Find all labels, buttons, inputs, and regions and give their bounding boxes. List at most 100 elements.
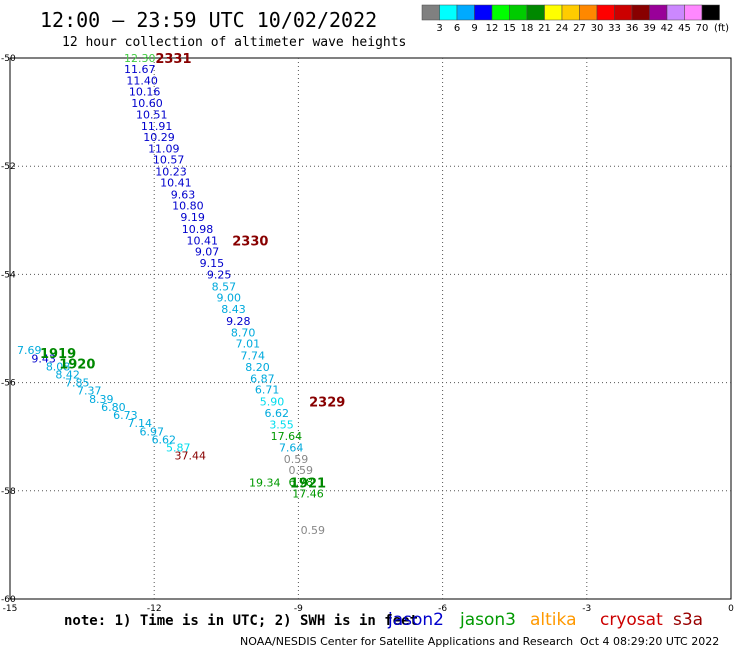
satellite-legend-jason3: jason3 [459,610,516,630]
swh-value-label: 8.70 [231,326,256,339]
swh-value-label: 11.91 [141,120,173,133]
colorbar-label: 42 [661,23,674,34]
swh-value-label: 7.85 [65,377,90,390]
swh-value-label: 9.63 [171,188,196,201]
swh-value-label: 7.01 [236,338,261,351]
swh-value-label: 3.55 [269,418,294,431]
colorbar-swatch [701,4,720,21]
colorbar-label: 9 [471,23,477,34]
colorbar-label: 36 [626,23,639,34]
swh-value-label: 6.80 [101,401,126,414]
swh-value-label: 8.08 [46,360,71,373]
swh-value-label: 11.09 [148,142,180,155]
x-tick-label: -9 [294,604,303,614]
colorbar-label: 21 [538,23,551,34]
footer-timestamp: Oct 4 08:29:20 UTC 2022 [580,635,719,648]
swh-value-label: 8.39 [89,393,114,406]
footer-note: note: 1) Time is in UTC; 2) SWH is in fe… [64,613,418,629]
swh-value-label: 10.29 [143,131,175,144]
swh-value-label: 10.16 [129,86,161,99]
colorbar-swatch [631,4,650,21]
swh-value-label: 7.14 [128,417,153,430]
y-tick-labels: -50 -52 -54 -56 -58 -60 [1,54,16,605]
swh-value-label: 8.20 [245,361,270,374]
colorbar-label: 30 [591,23,604,34]
swh-value-label: 6.78 [289,476,314,489]
swh-value-label: 10.80 [172,200,204,213]
plot-area: -50-52-54-56-58-60 -15 -12 -9 -6 -3 0 12.3011… [1,52,734,614]
swh-value-label: 8.57 [212,280,237,293]
y-tick-label: -60 [1,595,16,605]
satellite-legend-altika: altika [530,610,577,630]
colorbar-swatch [474,4,493,21]
colorbar-label: 6 [454,23,460,34]
swh-value-label: 37.44 [175,450,207,463]
pass-number-label: 1920 [59,358,95,373]
swh-value-label: 6.62 [152,433,177,446]
colorbar: 3 6 9 12 15 18 21 24 27 30 33 36 39 42 45 70 [421,4,720,34]
footer-credit: NOAA/NESDIS Center for Satellite Applica… [240,635,573,648]
colorbar-label: 15 [503,23,516,34]
swh-value-label: 9.15 [200,257,225,270]
colorbar-swatch [526,4,545,21]
swh-value-label: 6.73 [113,409,138,422]
swh-value-label: 6.62 [265,407,290,420]
colorbar-label: 12 [486,23,499,34]
swh-value-label: 10.23 [155,166,187,179]
y-tick-label: -58 [1,487,16,497]
swh-value-label: 0.59 [301,524,326,537]
swh-value-label: 9.25 [207,268,232,281]
x-tick-label: -15 [3,604,18,614]
pass-number-label: 2329 [309,396,345,411]
swh-value-label: 6.87 [250,372,275,385]
swh-value-label: 9.19 [180,211,205,224]
swh-value-label: 9.28 [226,315,251,328]
plot-frame [9,57,732,600]
colorbar-unit: (ft) [714,23,729,34]
colorbar-swatch [614,4,633,21]
satellite-legend-s3a: s3a [673,610,703,630]
colorbar-swatch [421,4,440,21]
colorbar-swatch [649,4,668,21]
colorbar-swatch [596,4,615,21]
colorbar-swatch [579,4,598,21]
colorbar-swatch [684,4,703,21]
grid-lines [10,58,731,599]
swh-value-label: 8.42 [55,368,80,381]
y-tick-label: -50 [1,54,16,64]
colorbar-swatch [561,4,580,21]
colorbar-label: 33 [608,23,621,34]
colorbar-label: 39 [643,23,656,34]
swh-value-label: 7.37 [77,385,102,398]
colorbar-label: 45 [678,23,691,34]
pass-number-label: 2331 [155,52,191,67]
colorbar-swatch [456,4,475,21]
swh-value-label: 10.41 [187,234,219,247]
swh-value-label: 7.74 [240,350,265,363]
swh-value-label: 9.07 [195,246,220,259]
pass-number-label: 1919 [40,347,76,362]
chart-subtitle: 12 hour collection of altimeter wave hei… [62,35,406,50]
chart-title: 12:00 – 23:59 UTC 10/02/2022 [40,8,377,32]
swh-value-label: 9.00 [216,292,241,305]
colorbar-label: 3 [436,23,442,34]
x-tick-label: -6 [438,604,447,614]
colorbar-swatch [509,4,528,21]
satellite-legend-jason2: jason2 [387,610,444,630]
colorbar-swatch [666,4,685,21]
pass-number-label: 2330 [232,234,268,249]
swh-value-label: 10.98 [182,223,214,236]
x-tick-label: -12 [147,604,162,614]
swh-value-label: 19.34 [249,477,281,490]
swh-value-label: 10.57 [153,154,185,167]
swh-value-label: 7.69 [17,344,42,357]
satellite-legend: jason2 jason3 altika cryosat s3a [387,610,703,630]
swh-value-label: 10.60 [131,97,163,110]
swh-value-label: 10.51 [136,108,168,121]
swh-value-label: 10.41 [160,176,192,189]
satellite-legend-cryosat: cryosat [600,610,663,630]
swh-value-label: 0.59 [284,453,309,466]
swh-value-label: 17.46 [292,488,324,501]
